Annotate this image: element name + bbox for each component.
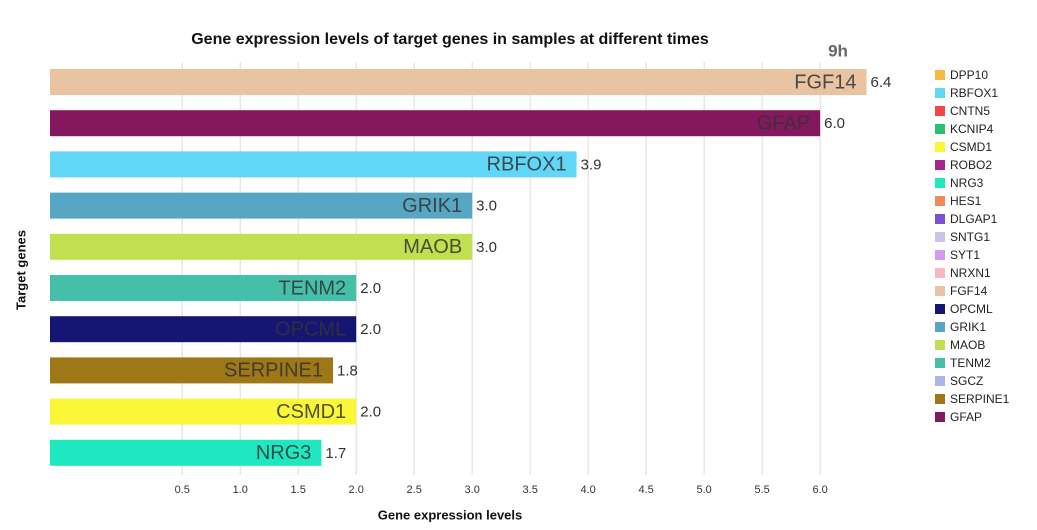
bar-category-label: MAOB <box>403 236 462 258</box>
value-label: 3.9 <box>581 156 602 173</box>
legend-label: SGCZ <box>950 374 983 388</box>
legend-swatch <box>935 268 945 278</box>
legend-label: FGF14 <box>950 284 988 298</box>
legend-swatch <box>935 178 945 188</box>
legend-swatch <box>935 286 945 296</box>
bar-category-label: GRIK1 <box>402 195 462 217</box>
legend-label: GFAP <box>950 410 982 424</box>
legend-label: KCNIP4 <box>950 122 994 136</box>
x-tick-label: 3.0 <box>465 484 480 496</box>
legend-swatch <box>935 196 945 206</box>
x-tick-label: 6.0 <box>812 484 827 496</box>
legend-label: MAOB <box>950 338 985 352</box>
x-tick-label: 5.0 <box>696 484 711 496</box>
x-tick-label: 1.0 <box>233 484 248 496</box>
value-label: 6.0 <box>824 115 845 132</box>
x-tick-label: 0.5 <box>175 484 190 496</box>
bar-category-label: FGF14 <box>794 71 856 93</box>
legend-label: CNTN5 <box>950 104 990 118</box>
y-axis-label: Target genes <box>13 230 28 310</box>
legend-label: NRXN1 <box>950 266 991 280</box>
bar <box>50 398 357 425</box>
legend-swatch <box>935 304 945 314</box>
legend-label: CSMD1 <box>950 140 992 154</box>
bar-category-label: SERPINE1 <box>224 360 323 382</box>
value-label: 6.4 <box>871 74 892 91</box>
legend-label: SNTG1 <box>950 230 990 244</box>
bar <box>50 357 333 384</box>
bar-category-label: TENM2 <box>278 277 346 299</box>
bar <box>50 316 357 343</box>
legend-swatch <box>935 412 945 422</box>
x-tick-label: 2.5 <box>407 484 422 496</box>
legend-swatch <box>935 214 945 224</box>
legend-swatch <box>935 340 945 350</box>
legend-swatch <box>935 358 945 368</box>
bar <box>50 151 577 178</box>
bar-category-label: RBFOX1 <box>487 154 567 176</box>
bar-category-label: OPCML <box>275 318 346 340</box>
value-label: 3.0 <box>476 198 497 215</box>
legend-swatch <box>935 160 945 170</box>
bar <box>50 192 473 219</box>
bar-category-label: GFAP <box>757 112 810 134</box>
bar <box>50 69 867 95</box>
legend-label: TENM2 <box>950 356 991 370</box>
legend-swatch <box>935 88 945 98</box>
x-tick-label: 3.5 <box>523 484 538 496</box>
value-label: 2.0 <box>360 404 381 421</box>
bar <box>50 439 322 466</box>
legend-swatch <box>935 322 945 332</box>
x-tick-label: 4.0 <box>581 484 596 496</box>
value-label: 3.0 <box>476 239 497 256</box>
bar <box>50 275 357 301</box>
value-label: 1.8 <box>337 362 358 379</box>
legend-label: ROBO2 <box>950 158 992 172</box>
legend-swatch <box>935 124 945 134</box>
x-axis-label: Gene expression levels <box>378 507 523 522</box>
x-tick-label: 5.5 <box>754 484 769 496</box>
legend-swatch <box>935 232 945 242</box>
legend-swatch <box>935 250 945 260</box>
legend-swatch <box>935 70 945 80</box>
time-annotation: 9h <box>828 41 848 60</box>
legend-swatch <box>935 376 945 386</box>
x-tick-label: 4.5 <box>639 484 654 496</box>
legend-label: GRIK1 <box>950 320 986 334</box>
bar-category-label: NRG3 <box>256 442 312 464</box>
legend-label: OPCML <box>950 302 993 316</box>
legend-label: SYT1 <box>950 248 980 262</box>
legend-label: DPP10 <box>950 68 988 82</box>
legend-swatch <box>935 142 945 152</box>
legend: DPP10 RBFOX1 CNTN5 KCNIP4 CSMD1 ROBO2 NRG3 HES1… <box>935 68 1010 424</box>
bars: FGF14 6.4 GFAP 6.0 RBFOX1 3.9 GRIK1 3.0 MAOB 3.0 T… <box>50 69 891 466</box>
legend-label: DLGAP1 <box>950 212 998 226</box>
legend-label: NRG3 <box>950 176 984 190</box>
legend-swatch <box>935 394 945 404</box>
value-label: 2.0 <box>360 321 381 338</box>
legend-label: HES1 <box>950 194 982 208</box>
legend-swatch <box>935 106 945 116</box>
legend-label: RBFOX1 <box>950 86 998 100</box>
value-label: 2.0 <box>360 280 381 297</box>
x-tick-label: 2.0 <box>349 484 364 496</box>
chart-title: Gene expression levels of target genes i… <box>191 31 709 48</box>
x-tick-label: 1.5 <box>291 484 306 496</box>
value-label: 1.7 <box>325 445 346 462</box>
bar-category-label: CSMD1 <box>276 401 346 423</box>
bar <box>50 233 473 260</box>
bar <box>50 110 821 137</box>
legend-label: SERPINE1 <box>950 392 1010 406</box>
